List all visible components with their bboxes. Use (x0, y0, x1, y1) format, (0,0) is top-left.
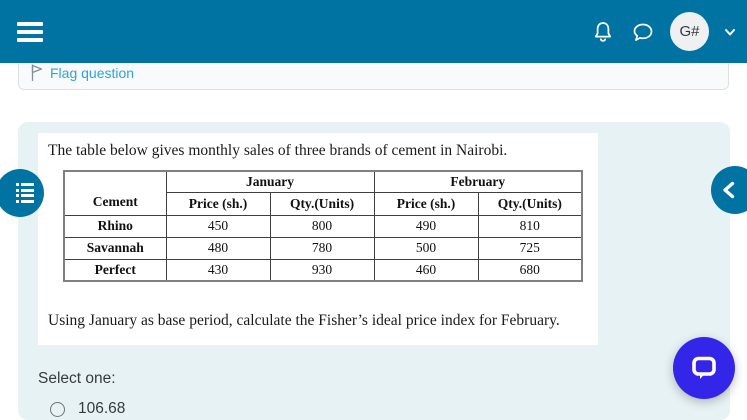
group-header-january: January (165, 170, 375, 193)
question-card: The table below gives monthly sales of t… (18, 122, 730, 420)
chevron-down-icon[interactable] (723, 25, 737, 39)
table-row: Savannah 480 780 500 725 (63, 236, 583, 260)
value-cell: 810 (477, 214, 583, 238)
value-cell: 780 (269, 236, 375, 260)
chat-bubble-icon (692, 356, 716, 379)
value-cell: 930 (269, 258, 375, 282)
messages-chat-icon[interactable] (630, 19, 656, 45)
answer-option[interactable]: 106.68 (50, 400, 125, 418)
value-cell: 490 (373, 214, 479, 238)
cement-sales-table: Cement January February Price (sh.) Qty.… (63, 170, 584, 282)
chat-widget-button[interactable] (673, 337, 735, 399)
group-header-february: February (373, 170, 583, 193)
question-navigation-drawer-toggle[interactable] (0, 169, 44, 217)
sub-header-cell: Qty.(Units) (269, 191, 375, 216)
list-icon (15, 183, 35, 203)
value-cell: 680 (477, 258, 583, 282)
brand-cell: Rhino (63, 214, 167, 238)
value-cell: 430 (165, 258, 271, 282)
hamburger-menu-icon[interactable] (17, 17, 49, 47)
radio-button[interactable] (50, 401, 65, 417)
question-content: The table below gives monthly sales of t… (38, 133, 598, 345)
value-cell: 800 (269, 214, 375, 238)
select-one-label: Select one: (38, 370, 116, 387)
table-group-header-row: Cement January February (63, 170, 583, 216)
question-intro-text: The table below gives monthly sales of t… (48, 142, 508, 159)
value-cell: 480 (165, 236, 271, 260)
table-sub-header-row: Price (sh.) Qty.(Units) Price (sh.) Qty.… (64, 191, 583, 216)
value-cell: 460 (373, 258, 479, 282)
app-header: G# (0, 0, 747, 63)
corner-header-cell: Cement (63, 170, 167, 216)
block-drawer-toggle[interactable] (711, 166, 747, 214)
sub-header-cell: Qty.(Units) (477, 191, 583, 216)
value-cell: 450 (165, 214, 271, 238)
value-cell: 725 (477, 236, 583, 260)
brand-cell: Savannah (63, 236, 167, 260)
avatar-initials: G# (679, 23, 700, 40)
notifications-bell-icon[interactable] (590, 19, 616, 45)
chevron-left-icon (723, 181, 735, 199)
flag-question-label: Flag question (50, 64, 135, 81)
value-cell: 500 (373, 236, 479, 260)
table-row: Perfect 430 930 460 680 (63, 258, 583, 282)
user-avatar[interactable]: G# (670, 12, 709, 51)
question-prompt-text: Using January as base period, calculate … (48, 312, 560, 329)
sub-header-cell: Price (sh.) (373, 191, 479, 216)
answer-option-label[interactable]: 106.68 (78, 400, 126, 417)
flag-icon (31, 64, 43, 81)
flag-question-link[interactable]: Flag question (29, 63, 134, 82)
sub-header-cell: Price (sh.) (165, 191, 271, 216)
brand-cell: Perfect (63, 258, 167, 282)
table-row: Rhino 450 800 490 810 (63, 214, 583, 238)
